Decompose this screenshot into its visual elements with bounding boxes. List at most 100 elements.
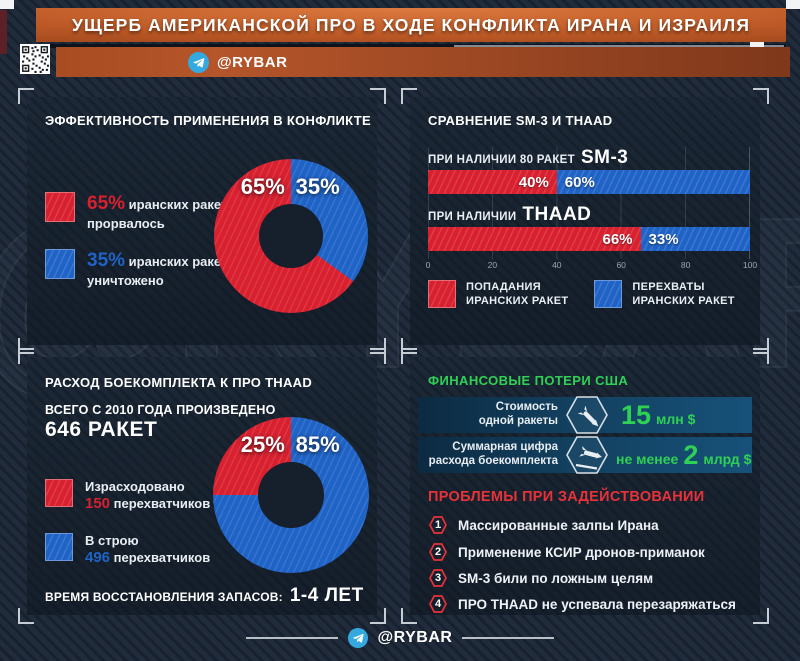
panel-title: ФИНАНСОВЫЕ ПОТЕРИ США — [428, 373, 629, 388]
legend-line: уничтожено — [87, 272, 164, 288]
total-missiles: 646 РАКЕТ — [45, 418, 158, 441]
legend-line: перехватчиков — [113, 496, 211, 512]
axis-tick: 0 — [425, 260, 431, 270]
legend-item: Израсходовано 150 перехватчиков — [45, 479, 210, 514]
legend-item: В строю 496 перехватчиков — [45, 533, 210, 568]
channel-bar: @RYBAR — [56, 47, 790, 77]
missile-launcher-icon — [564, 433, 610, 477]
bar-segment-hits: 40% — [428, 170, 557, 194]
corner-bracket — [401, 608, 417, 624]
corner-bracket — [18, 338, 34, 354]
telegram-icon — [347, 628, 368, 648]
missile-icon — [564, 393, 610, 437]
qr-code-icon — [20, 44, 50, 74]
edge-decoration — [0, 10, 7, 54]
donut-chart-effectiveness: 65% 35% — [214, 159, 368, 313]
channel-handle: @RYBAR — [217, 53, 288, 71]
problems-title: ПРОБЛЕМЫ ПРИ ЗАДЕЙСТВОВАНИИ — [428, 489, 705, 505]
panel-financial-losses: ФИНАНСОВЫЕ ПОТЕРИ США Стоимость одной ра… — [401, 348, 769, 624]
cost-number: 2 — [683, 439, 699, 470]
corner-bracket — [370, 88, 386, 104]
cost-prefix: не менее — [616, 450, 679, 467]
corner-bracket — [753, 88, 769, 104]
bar-segment-intercepts: 60% — [556, 170, 751, 194]
bar-label-prefix: ПРИ НАЛИЧИИ — [428, 211, 517, 223]
legend-value: 65% — [87, 193, 126, 214]
cost-label-line: одной ракеты — [478, 415, 558, 427]
channel-handle: @RYBAR — [377, 629, 453, 646]
problem-number: 1 — [434, 519, 442, 531]
legend-line: ПЕРЕХВАТЫ — [632, 281, 705, 293]
legend-value: 35% — [87, 250, 126, 271]
page-title: УЩЕРБ АМЕРИКАНСКОЙ ПРО В ХОДЕ КОНФЛИКТА … — [71, 14, 750, 35]
corner-decoration — [786, 0, 800, 9]
bar-value: 60% — [564, 173, 595, 191]
cost-unit: млрд $ — [703, 450, 752, 467]
bar-label-system: SM-3 — [580, 147, 629, 168]
legend-text: Израсходовано 150 перехватчиков — [85, 479, 210, 514]
red-swatch-icon — [45, 479, 73, 507]
problem-number: 4 — [434, 598, 442, 610]
legend-text: В строю 496 перехватчиков — [85, 533, 210, 568]
panel-subtitle: ВСЕГО С 2010 ГОДА ПРОИЗВЕДЕНО — [45, 403, 276, 417]
panel-effectiveness: ЭФФЕКТИВНОСТЬ ПРИМЕНЕНИЯ В КОНФЛИКТЕ 65%… — [18, 88, 386, 354]
footer: @RYBAR — [0, 628, 800, 648]
blue-swatch-icon — [594, 280, 623, 309]
legend-text: 65% иранских ракет прорвалось — [87, 192, 227, 232]
cost-label-line: расхода боекомплекта — [428, 455, 558, 467]
legend-line: иранских ракет — [128, 197, 228, 212]
corner-decoration — [0, 0, 14, 9]
number-badge-icon: 3 — [428, 568, 448, 588]
stacked-bar-sm3: 40% 60% — [428, 170, 751, 194]
legend-text: ПОПАДАНИЯ ИРАНСКИХ РАКЕТ — [466, 280, 568, 309]
header-divider — [36, 42, 786, 50]
bar-segment-intercepts: 33% — [640, 227, 751, 251]
legend-text: 35% иранских ракет уничтожено — [87, 249, 227, 289]
donut-hole — [258, 462, 324, 528]
cost-unit: млн $ — [656, 410, 696, 427]
legend-value: 496 — [85, 549, 111, 567]
corner-bracket — [753, 608, 769, 624]
axis-tick: 100 — [742, 260, 758, 270]
problem-text: Массированные залпы Ирана — [458, 517, 659, 533]
number-badge-icon: 1 — [428, 515, 448, 535]
legend-line: ИРАНСКИХ РАКЕТ — [466, 295, 569, 308]
problem-text: ПРО THAAD не успевала перезаряжаться — [458, 596, 736, 612]
legend-line: Израсходовано — [85, 479, 185, 494]
legend-line: перехватчиков — [113, 550, 211, 566]
recovery-label: ВРЕМЯ ВОССТАНОВЛЕНИЯ ЗАПАСОВ: — [45, 590, 283, 604]
problem-item: 1 Массированные залпы Ирана — [428, 515, 659, 535]
donut-chart-expenditure: 25% 85% — [213, 417, 369, 573]
axis-tick: 60 — [616, 260, 626, 270]
blue-swatch-icon — [45, 533, 73, 561]
legend-text: ПЕРЕХВАТЫ ИРАНСКИХ РАКЕТ — [632, 280, 734, 309]
recovery-value: 1-4 ЛЕТ — [289, 585, 364, 606]
corner-bracket — [18, 608, 34, 624]
legend-line: В строю — [85, 533, 139, 548]
legend-item: ПОПАДАНИЯ ИРАНСКИХ РАКЕТ — [428, 280, 568, 309]
donut-label-blue: 35% — [295, 174, 340, 199]
total-cost-value: не менее 2 млрд $ — [616, 440, 751, 471]
corner-bracket — [753, 338, 769, 354]
legend-value: 150 — [85, 495, 111, 513]
bar-label-sm3: ПРИ НАЛИЧИИ 80 РАКЕТ SM-3 — [428, 147, 628, 169]
legend-line: ПОПАДАНИЯ — [466, 281, 541, 293]
red-swatch-icon — [428, 280, 456, 309]
legend-line: прорвалось — [87, 215, 165, 231]
cost-label-line: Суммарная цифра — [452, 441, 558, 454]
axis-tick: 80 — [680, 260, 691, 270]
header-divider-knob — [750, 42, 764, 50]
bar-segment-hits: 66% — [428, 227, 641, 251]
corner-bracket — [370, 348, 386, 364]
bar-value: 33% — [648, 230, 679, 248]
cost-value: 15 млн $ — [616, 400, 695, 431]
bar-label-prefix: ПРИ НАЛИЧИИ 80 РАКЕТ — [428, 154, 575, 166]
legend-item: 65% иранских ракет прорвалось — [45, 192, 227, 232]
panel-expenditure: РАСХОД БОЕКОМПЛЕКТА К ПРО THAAD ВСЕГО С … — [18, 348, 386, 624]
panel-title: РАСХОД БОЕКОМПЛЕКТА К ПРО THAAD — [45, 375, 313, 390]
donut-label-blue: 85% — [295, 432, 340, 457]
corner-bracket — [18, 348, 34, 364]
blue-swatch-icon — [45, 249, 75, 279]
title-bar: УЩЕРБ АМЕРИКАНСКОЙ ПРО В ХОДЕ КОНФЛИКТА … — [36, 8, 786, 42]
